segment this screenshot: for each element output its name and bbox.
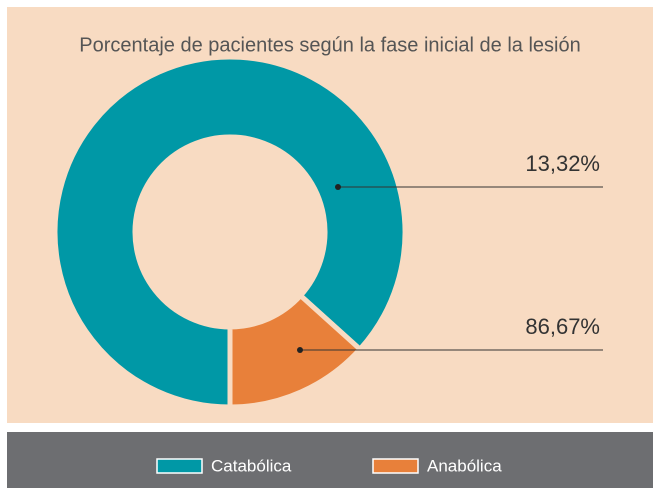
legend-label: Anabólica: [427, 456, 502, 475]
legend-swatch: [156, 458, 203, 474]
legend-swatch: [372, 458, 419, 474]
data-label: 86,67%: [525, 314, 600, 339]
legend-label: Catabólica: [211, 456, 292, 475]
data-label: 13,32%: [525, 151, 600, 176]
donut-segment: [227, 292, 364, 410]
chart-title: Porcentaje de pacientes según la fase in…: [79, 34, 580, 56]
legend-background: [7, 432, 653, 488]
donut-segment: [52, 54, 408, 410]
leader-dot: [335, 184, 341, 190]
leader-dot: [297, 347, 303, 353]
